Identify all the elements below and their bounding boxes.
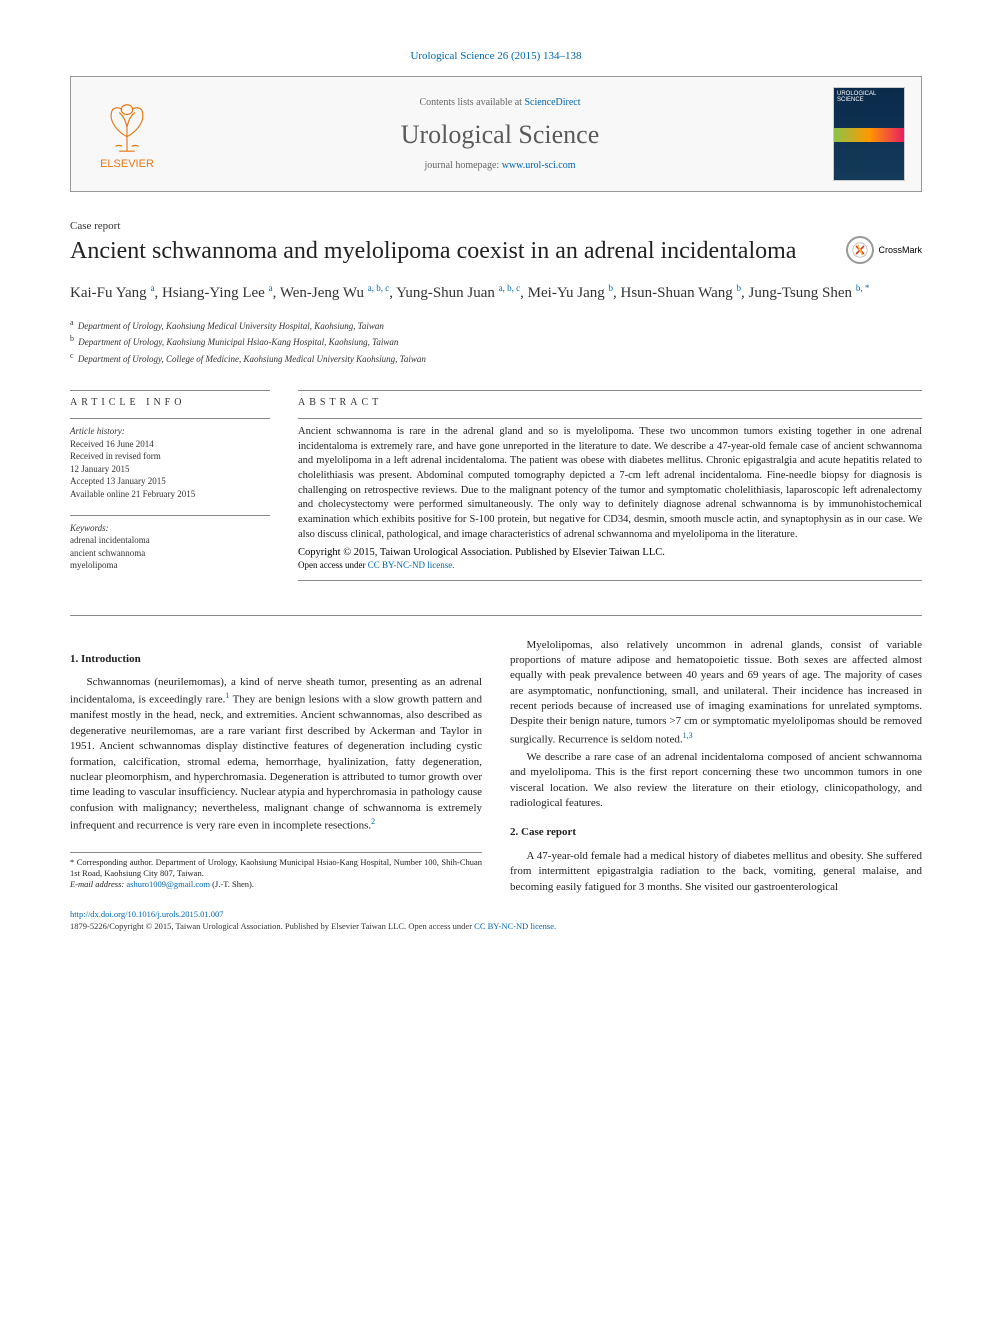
affiliation: a Department of Urology, Kaohsiung Medic… <box>70 317 922 334</box>
keyword: ancient schwannoma <box>70 547 270 560</box>
cover-title: UROLOGICAL SCIENCE <box>834 88 904 106</box>
corresponding-author-note: * Corresponding author. Department of Ur… <box>70 852 482 890</box>
author-affil-sup: b <box>609 283 614 293</box>
corr-star: * <box>70 857 74 867</box>
paragraph: Schwannomas (neurilemomas), a kind of ne… <box>70 675 482 834</box>
affiliation: c Department of Urology, College of Medi… <box>70 350 922 367</box>
abstract-copyright: Copyright © 2015, Taiwan Urological Asso… <box>298 547 922 558</box>
author: Hsiang-Ying Lee a <box>162 285 273 301</box>
elsevier-logo[interactable]: ELSEVIER <box>87 98 167 170</box>
citation: Urological Science 26 (2015) 134–138 <box>70 50 922 62</box>
rule <box>70 390 270 391</box>
open-access: Open access under CC BY-NC-ND license. <box>298 560 922 570</box>
footer-oa-prefix: Open access under <box>408 921 474 931</box>
paragraph: Myelolipomas, also relatively uncommon i… <box>510 638 922 748</box>
history-item: Received 16 June 2014 <box>70 438 270 451</box>
email-label: E-mail address: <box>70 879 124 889</box>
author: Mei-Yu Jang b <box>528 285 613 301</box>
sciencedirect-link[interactable]: ScienceDirect <box>524 97 580 108</box>
ref-link[interactable]: 2 <box>371 817 375 826</box>
author-affil-sup: b, * <box>856 283 870 293</box>
corr-email-link[interactable]: ashuro1009@gmail.com <box>126 879 210 889</box>
section-heading: 2. Case report <box>510 825 922 840</box>
author-affil-sup: a <box>150 283 154 293</box>
keywords: Keywords: adrenal incidentaloma ancient … <box>70 522 270 572</box>
contents-line: Contents lists available at ScienceDirec… <box>167 97 833 108</box>
journal-header: ELSEVIER Contents lists available at Sci… <box>70 76 922 192</box>
page-footer: http://dx.doi.org/10.1016/j.urols.2015.0… <box>70 909 922 931</box>
paragraph: We describe a rare case of an adrenal in… <box>510 750 922 812</box>
keyword: myelolipoma <box>70 559 270 572</box>
affiliations: a Department of Urology, Kaohsiung Medic… <box>70 317 922 367</box>
author-affil-sup: a, b, c <box>368 283 390 293</box>
history-item: 12 January 2015 <box>70 463 270 476</box>
section-heading: 1. Introduction <box>70 652 482 667</box>
crossmark-label: CrossMark <box>878 245 922 255</box>
keywords-label: Keywords: <box>70 522 270 535</box>
ref-link[interactable]: 1,3 <box>683 731 693 740</box>
doi-link[interactable]: http://dx.doi.org/10.1016/j.urols.2015.0… <box>70 909 224 919</box>
rule <box>70 515 270 516</box>
author: Kai-Fu Yang a <box>70 285 154 301</box>
corr-text: Corresponding author. Department of Urol… <box>70 857 482 878</box>
authors: Kai-Fu Yang a, Hsiang-Ying Lee a, Wen-Je… <box>70 282 922 305</box>
homepage-line: journal homepage: www.urol-sci.com <box>167 160 833 171</box>
author-affil-sup: a, b, c <box>499 283 521 293</box>
contents-prefix: Contents lists available at <box>419 97 524 108</box>
crossmark-icon <box>852 242 868 258</box>
rule <box>70 418 270 419</box>
author: Wen-Jeng Wu a, b, c <box>280 285 389 301</box>
homepage-link[interactable]: www.urol-sci.com <box>502 160 576 171</box>
article-history: Article history: Received 16 June 2014 R… <box>70 425 270 501</box>
article-type: Case report <box>70 220 922 232</box>
footer-issn: 1879-5226/Copyright © 2015, Taiwan Urolo… <box>70 921 408 931</box>
body-text: 1. Introduction Schwannomas (neurilemoma… <box>70 638 922 896</box>
cover-thumbnail[interactable]: UROLOGICAL SCIENCE <box>833 87 905 181</box>
abstract-label: ABSTRACT <box>298 397 922 408</box>
footer-license-link[interactable]: CC BY-NC-ND license. <box>474 921 556 931</box>
keyword: adrenal incidentaloma <box>70 534 270 547</box>
corr-suffix: (J.-T. Shen). <box>212 879 254 889</box>
history-item: Received in revised form <box>70 450 270 463</box>
author: Yung-Shun Juan a, b, c <box>396 285 520 301</box>
rule <box>298 580 922 581</box>
article-title: Ancient schwannoma and myelolipoma coexi… <box>70 236 826 266</box>
open-access-prefix: Open access under <box>298 560 368 570</box>
elsevier-label: ELSEVIER <box>100 158 154 170</box>
author-affil-sup: b <box>737 283 742 293</box>
rule <box>298 390 922 391</box>
rule <box>70 615 922 616</box>
rule <box>298 418 922 419</box>
history-label: Article history: <box>70 425 270 438</box>
author: Jung-Tsung Shen b, * <box>749 285 870 301</box>
cover-image-strip <box>834 128 904 142</box>
license-link[interactable]: CC BY-NC-ND license. <box>368 560 455 570</box>
author-affil-sup: a <box>269 283 273 293</box>
journal-name: Urological Science <box>167 120 833 150</box>
homepage-prefix: journal homepage: <box>425 160 502 171</box>
crossmark-badge[interactable]: CrossMark <box>846 236 922 264</box>
affiliation: b Department of Urology, Kaohsiung Munic… <box>70 333 922 350</box>
citation-link[interactable]: Urological Science 26 (2015) 134–138 <box>410 50 581 62</box>
abstract-text: Ancient schwannoma is rare in the adrena… <box>298 425 922 543</box>
article-info-label: ARTICLE INFO <box>70 397 270 408</box>
history-item: Accepted 13 January 2015 <box>70 475 270 488</box>
paragraph: A 47-year-old female had a medical histo… <box>510 849 922 895</box>
history-item: Available online 21 February 2015 <box>70 488 270 501</box>
author: Hsun-Shuan Wang b <box>621 285 742 301</box>
elsevier-tree-icon <box>98 98 156 156</box>
